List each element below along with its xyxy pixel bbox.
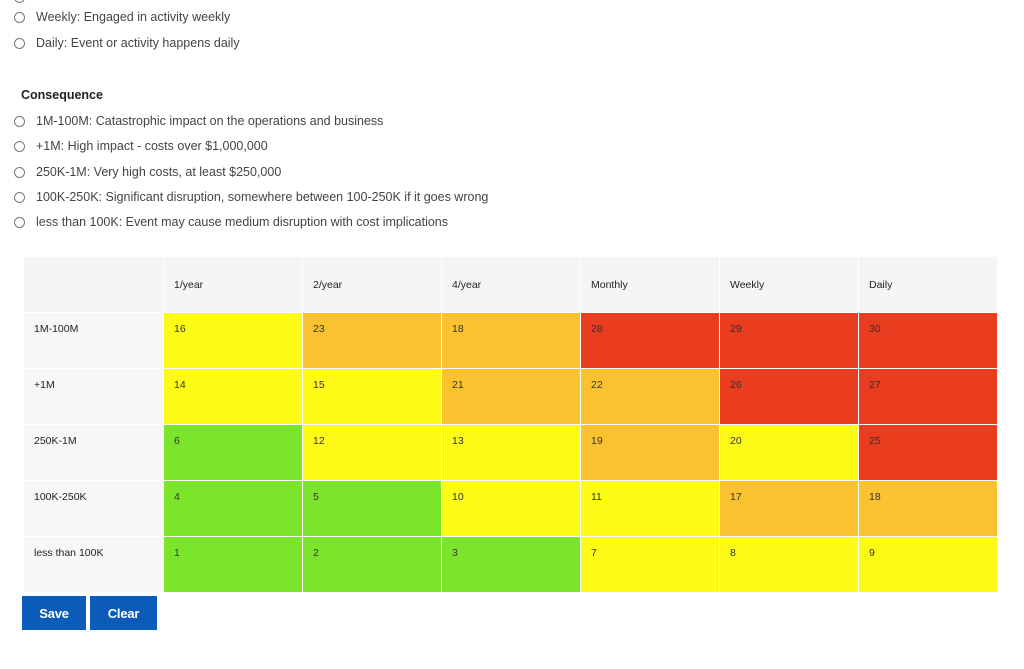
row-header: 100K-250K [23, 480, 164, 537]
option-label: 250K-1M: Very high costs, at least $250,… [36, 165, 282, 179]
matrix-cell[interactable]: 16 [163, 312, 303, 369]
matrix-cell[interactable]: 22 [580, 368, 720, 425]
option-label: Weekly: Engaged in activity weekly [36, 10, 231, 24]
matrix-cell[interactable]: 18 [441, 312, 581, 369]
matrix-cell[interactable]: 25 [858, 424, 998, 481]
row-header: less than 100K [23, 536, 164, 593]
option-label: 1M-100M: Catastrophic impact on the oper… [36, 114, 384, 128]
radio-button[interactable] [14, 115, 25, 127]
matrix-cell[interactable]: 20 [719, 424, 859, 481]
table-row: less than 100K 1 2 3 7 8 9 [23, 536, 998, 593]
matrix-cell[interactable]: 12 [302, 424, 442, 481]
matrix-cell[interactable]: 9 [858, 536, 998, 593]
column-header: 1/year [163, 256, 303, 313]
matrix-cell[interactable]: 17 [719, 480, 859, 537]
matrix-cell[interactable]: 2 [302, 536, 442, 593]
matrix-cell[interactable]: 26 [719, 368, 859, 425]
matrix-cell[interactable]: 30 [858, 312, 998, 369]
matrix-cell[interactable]: 7 [580, 536, 720, 593]
frequency-radio-partial[interactable] [14, 0, 25, 3]
frequency-option-weekly[interactable]: Weekly: Engaged in activity weekly [14, 7, 230, 27]
consequence-option-less-100k[interactable]: less than 100K: Event may cause medium d… [14, 212, 448, 232]
table-row: 1M-100M 16 23 18 28 29 30 [23, 312, 998, 369]
matrix-cell[interactable]: 13 [441, 424, 581, 481]
matrix-cell[interactable]: 18 [858, 480, 998, 537]
matrix-header-row: 1/year 2/year 4/year Monthly Weekly Dail… [23, 256, 998, 313]
option-label: 100K-250K: Significant disruption, somew… [36, 190, 489, 204]
matrix-cell[interactable]: 15 [302, 368, 442, 425]
radio-button[interactable] [14, 140, 25, 152]
radio-button[interactable] [14, 216, 25, 228]
consequence-option-250k-1m[interactable]: 250K-1M: Very high costs, at least $250,… [14, 162, 281, 182]
matrix-cell[interactable]: 4 [163, 480, 303, 537]
radio-button[interactable] [14, 37, 25, 49]
consequence-option-plus-1m[interactable]: +1M: High impact - costs over $1,000,000 [14, 136, 268, 156]
matrix-cell[interactable]: 11 [580, 480, 720, 537]
matrix-cell[interactable]: 5 [302, 480, 442, 537]
table-row: 250K-1M 6 12 13 19 20 25 [23, 424, 998, 481]
option-label: +1M: High impact - costs over $1,000,000 [36, 139, 268, 153]
option-label: Daily: Event or activity happens daily [36, 36, 240, 50]
column-header: Monthly [580, 256, 720, 313]
consequence-title: Consequence [21, 88, 103, 102]
matrix-corner-cell [23, 256, 164, 313]
column-header: 4/year [441, 256, 581, 313]
matrix-cell[interactable]: 21 [441, 368, 581, 425]
column-header: Weekly [719, 256, 859, 313]
consequence-option-100k-250k[interactable]: 100K-250K: Significant disruption, somew… [14, 187, 488, 207]
column-header: Daily [858, 256, 998, 313]
matrix-cell[interactable]: 6 [163, 424, 303, 481]
matrix-cell[interactable]: 3 [441, 536, 581, 593]
frequency-option-daily[interactable]: Daily: Event or activity happens daily [14, 33, 240, 53]
matrix-cell[interactable]: 19 [580, 424, 720, 481]
row-header: +1M [23, 368, 164, 425]
row-header: 1M-100M [23, 312, 164, 369]
matrix-cell[interactable]: 27 [858, 368, 998, 425]
risk-matrix-table: 1/year 2/year 4/year Monthly Weekly Dail… [23, 256, 998, 593]
matrix-cell[interactable]: 23 [302, 312, 442, 369]
clear-button[interactable]: Clear [90, 596, 157, 630]
matrix-cell[interactable]: 28 [580, 312, 720, 369]
matrix-cell[interactable]: 10 [441, 480, 581, 537]
matrix-cell[interactable]: 14 [163, 368, 303, 425]
option-label: less than 100K: Event may cause medium d… [36, 215, 448, 229]
column-header: 2/year [302, 256, 442, 313]
matrix-cell[interactable]: 8 [719, 536, 859, 593]
matrix-cell[interactable]: 29 [719, 312, 859, 369]
table-row: 100K-250K 4 5 10 11 17 18 [23, 480, 998, 537]
consequence-option-1m-100m[interactable]: 1M-100M: Catastrophic impact on the oper… [14, 111, 383, 131]
radio-button[interactable] [14, 166, 25, 178]
save-button[interactable]: Save [22, 596, 86, 630]
table-row: +1M 14 15 21 22 26 27 [23, 368, 998, 425]
row-header: 250K-1M [23, 424, 164, 481]
matrix-cell[interactable]: 1 [163, 536, 303, 593]
radio-button[interactable] [14, 191, 25, 203]
radio-button[interactable] [14, 11, 25, 23]
